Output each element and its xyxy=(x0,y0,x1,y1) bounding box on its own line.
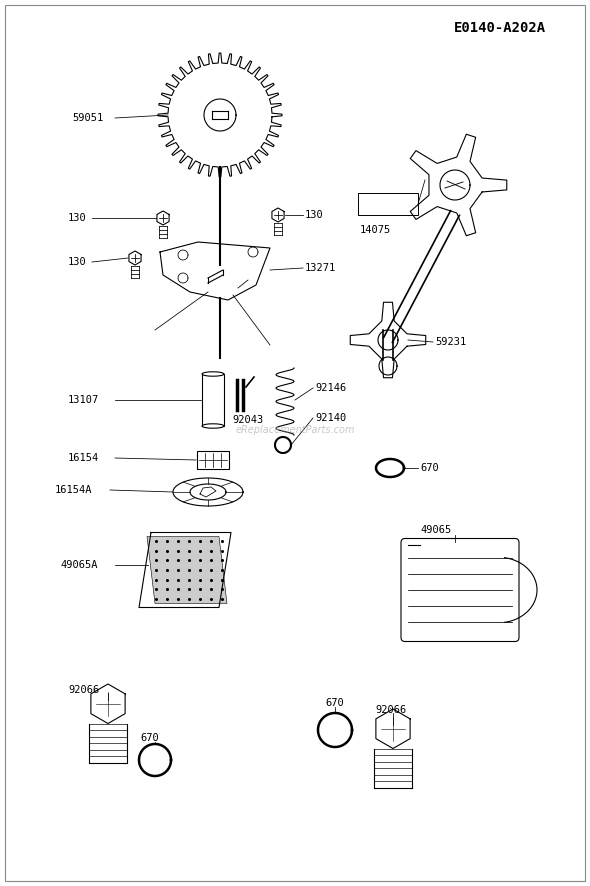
Text: 92066: 92066 xyxy=(68,685,99,695)
Text: 92043: 92043 xyxy=(232,415,263,425)
Text: 92146: 92146 xyxy=(315,383,346,393)
Text: 130: 130 xyxy=(305,210,324,220)
Bar xyxy=(197,451,229,469)
Ellipse shape xyxy=(202,424,224,428)
Text: 13107: 13107 xyxy=(68,395,99,405)
Text: 92140: 92140 xyxy=(315,413,346,423)
Text: 14075: 14075 xyxy=(360,225,391,235)
Bar xyxy=(358,193,418,215)
Bar xyxy=(202,374,224,426)
Ellipse shape xyxy=(202,372,224,377)
Text: eReplacementParts.com: eReplacementParts.com xyxy=(235,425,355,435)
Text: 670: 670 xyxy=(140,733,159,743)
Text: E0140-A202A: E0140-A202A xyxy=(454,21,546,35)
Text: 49065: 49065 xyxy=(420,525,451,535)
Text: 670: 670 xyxy=(325,698,344,708)
Text: 670: 670 xyxy=(420,463,439,473)
Text: 59231: 59231 xyxy=(435,337,466,347)
Text: 130: 130 xyxy=(68,213,87,223)
Text: 16154: 16154 xyxy=(68,453,99,463)
Text: 13271: 13271 xyxy=(305,263,336,273)
Polygon shape xyxy=(147,537,227,603)
Text: 92066: 92066 xyxy=(375,705,407,715)
Text: 130: 130 xyxy=(68,257,87,267)
Text: 59051: 59051 xyxy=(72,113,103,123)
Text: 16154A: 16154A xyxy=(55,485,93,495)
Text: 49065A: 49065A xyxy=(60,560,97,570)
FancyBboxPatch shape xyxy=(401,539,519,641)
